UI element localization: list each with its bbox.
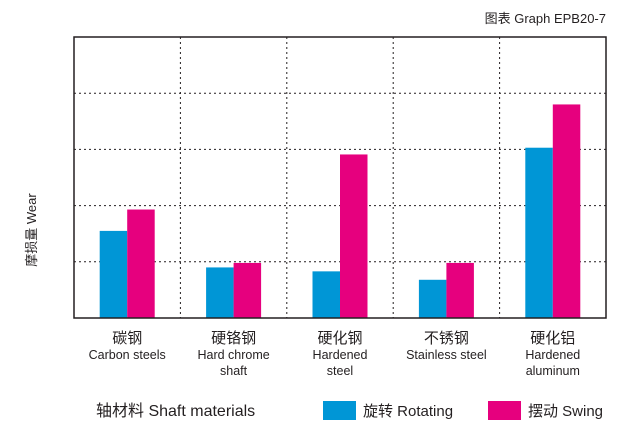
category-label-4-1: Hardened — [525, 348, 580, 362]
category-label-1-2: shaft — [220, 364, 248, 378]
category-label-2-2: steel — [327, 364, 353, 378]
category-label-3-0: 不锈钢 — [424, 330, 469, 347]
category-label-4-0: 硬化铝 — [530, 330, 575, 347]
bar-swing-0 — [127, 209, 155, 318]
chart-title: 图表 Graph EPB20-7 — [485, 11, 606, 26]
category-label-2-0: 硬化钢 — [317, 330, 362, 347]
y-axis-label: 摩损量 Wear — [24, 193, 39, 267]
bars — [99, 104, 581, 318]
bar-rotating-1 — [206, 267, 234, 318]
category-label-2-1: Hardened — [313, 348, 368, 362]
legend-label-swing: 摆动 Swing — [528, 403, 603, 420]
legend-label-rotating: 旋转 Rotating — [363, 403, 453, 420]
bar-rotating-4 — [525, 147, 553, 318]
bar-rotating-3 — [418, 279, 447, 318]
legend-swatch-rotating — [323, 401, 356, 420]
category-label-4-2: aluminum — [526, 364, 580, 378]
bar-rotating-2 — [312, 271, 340, 318]
legend: 旋转 Rotating 摆动 Swing — [323, 401, 603, 420]
plot-frame — [73, 36, 607, 319]
bar-swing-4 — [552, 104, 581, 318]
category-label-0-0: 碳钢 — [112, 330, 142, 347]
x-axis-label: 轴材料 Shaft materials — [96, 402, 255, 420]
category-label-0-1: Carbon steels — [89, 348, 166, 362]
category-label-3-1: Stainless steel — [406, 348, 487, 362]
bar-swing-2 — [340, 154, 368, 318]
category-label-1-1: Hard chrome — [197, 348, 269, 362]
legend-swatch-swing — [488, 401, 521, 420]
bar-rotating-0 — [99, 230, 128, 318]
bar-swing-1 — [233, 262, 262, 318]
category-label-1-0: 硬铬钢 — [211, 330, 256, 347]
bar-swing-3 — [446, 262, 474, 318]
